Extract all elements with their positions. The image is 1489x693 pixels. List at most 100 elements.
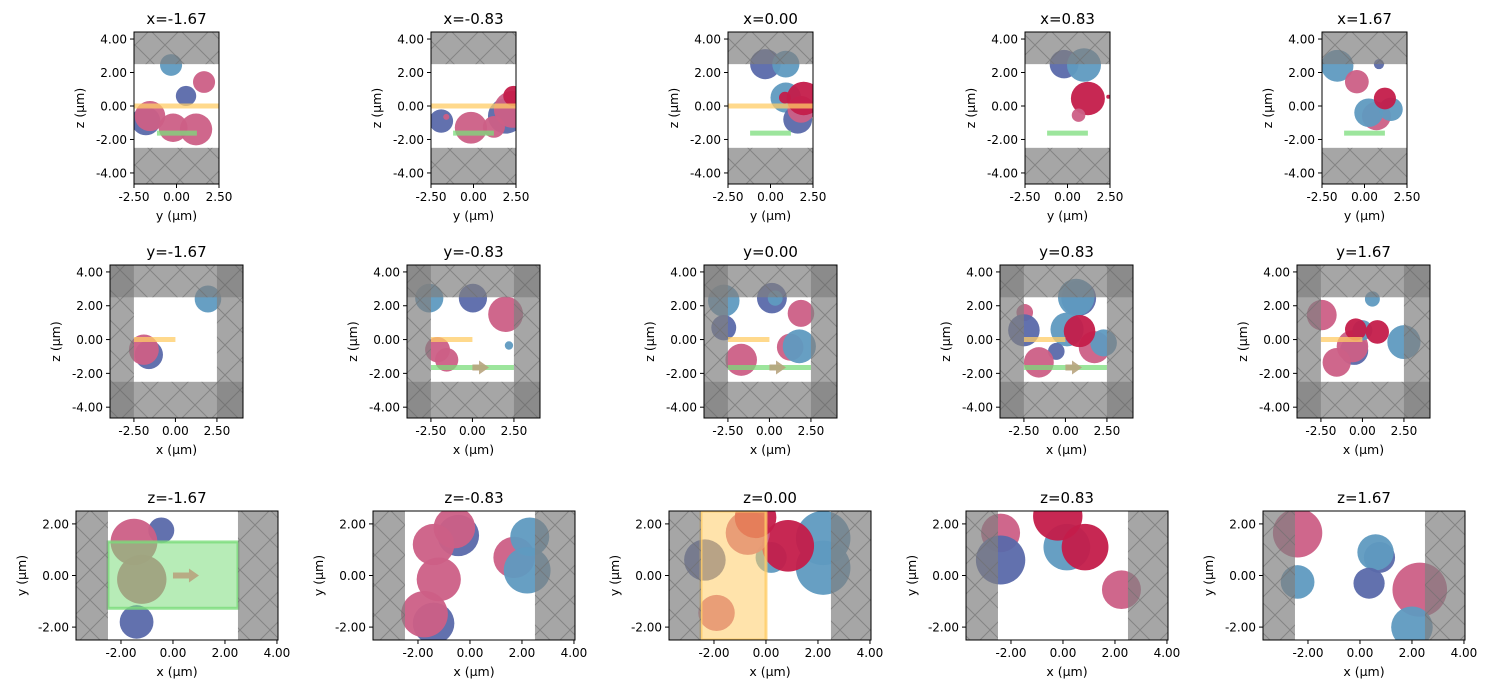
y-tick-label: -2.00 (335, 621, 366, 635)
x-tick-label: 0.00 (753, 646, 780, 660)
y-tick-label: 2.00 (991, 66, 1018, 80)
y-tick-label: -2.00 (72, 367, 103, 381)
y-axis-label: z (μm) (938, 321, 953, 361)
subplot-title: z=0.83 (1040, 489, 1094, 507)
y-tick-label: -4.00 (393, 166, 424, 180)
y-tick-label: 4.00 (966, 265, 993, 279)
pml-hatch (431, 147, 516, 184)
subplot-title: z=-0.83 (444, 489, 503, 507)
x-tick-label: 0.00 (756, 424, 783, 438)
x-axis-label: x (μm) (156, 442, 197, 457)
x-axis-label: y (μm) (453, 208, 494, 223)
structure-circle-lightblue (504, 341, 514, 350)
x-axis-label: x (μm) (453, 664, 494, 679)
x-axis-label: y (μm) (1344, 208, 1385, 223)
y-axis-label: y (μm) (311, 555, 326, 596)
x-axis-label: x (μm) (1343, 442, 1384, 457)
structure-circle-crimson (1061, 523, 1109, 571)
y-tick-label: 2.00 (932, 517, 959, 531)
structure-circle-crimson (786, 81, 813, 116)
subplot: -2.00 0.00 2.00 4.00 2.00 0.00 -2.00 x (μm) y (μ… (14, 489, 290, 679)
y-tick-label: -2.00 (928, 621, 959, 635)
x-tick-label: -2.50 (712, 190, 743, 204)
x-tick-label: 0.00 (1052, 424, 1079, 438)
x-tick-label: 0.00 (1347, 646, 1374, 660)
x-tick-label: 2.50 (206, 190, 233, 204)
pml-hatch (704, 265, 837, 298)
subplot-title: x=1.67 (1337, 10, 1392, 28)
y-tick-label: 4.00 (397, 33, 424, 47)
y-tick-label: 2.00 (694, 66, 721, 80)
x-tick-label: 4.00 (1451, 646, 1478, 660)
y-tick-label: 4.00 (694, 33, 721, 47)
subplot: -2.00 0.00 2.00 4.00 2.00 0.00 -2.00 x (μm) y (μ… (904, 489, 1180, 679)
subplot: -2.00 0.00 2.00 4.00 2.00 0.00 -2.00 x (μm) y (μ… (311, 489, 587, 679)
subplot-title: y=1.67 (1336, 243, 1391, 261)
x-tick-label: 2.50 (798, 424, 825, 438)
plot-area (1263, 511, 1465, 640)
pml-hatch (407, 265, 540, 298)
pml-hatch (830, 511, 871, 640)
subplot-title: y=0.83 (1039, 243, 1094, 261)
axes-frame (1296, 264, 1431, 419)
pml-hatch (110, 265, 134, 418)
y-axis-label: z (μm) (1260, 88, 1275, 128)
pml-hatch (431, 32, 516, 65)
x-tick-label: -2.50 (712, 424, 743, 438)
structure-circle-pink (443, 113, 450, 120)
y-tick-label: -4.00 (690, 166, 721, 180)
pml-hatch (1025, 32, 1110, 65)
x-tick-label: -2.00 (1292, 646, 1323, 660)
pml-hatch (407, 381, 540, 418)
pml-hatch (704, 265, 728, 418)
subplot-title: z=-1.67 (147, 489, 206, 507)
y-tick-label: 0.00 (966, 333, 993, 347)
pml-hatch (1297, 265, 1430, 298)
structure-circle-pink (787, 299, 815, 327)
x-tick-label: -2.50 (118, 424, 149, 438)
pml-hatch (134, 147, 219, 184)
subplot: -2.50 0.00 2.50 4.00 2.00 0.00 -2.00 -4.00 x (μm… (938, 243, 1134, 457)
pml-hatch (407, 265, 431, 418)
subplot-title: z=0.00 (743, 489, 797, 507)
structure-circle-crimson (1365, 320, 1389, 344)
y-tick-label: 4.00 (100, 33, 127, 47)
x-tick-label: 4.00 (264, 646, 291, 660)
subplot: -2.50 0.00 2.50 4.00 2.00 0.00 -2.00 -4.00 y (μm… (963, 10, 1123, 223)
subplot-title: y=-1.67 (146, 243, 206, 261)
subplot-title: x=0.83 (1040, 10, 1095, 28)
x-tick-label: 0.00 (160, 646, 187, 660)
structure-circle-blue (431, 109, 454, 133)
pml-hatch (728, 147, 813, 184)
y-tick-label: 0.00 (76, 333, 103, 347)
y-tick-label: 0.00 (635, 569, 662, 583)
plot-area (373, 511, 575, 640)
y-tick-label: 0.00 (42, 569, 69, 583)
y-tick-label: 0.00 (1263, 333, 1290, 347)
plot-area (431, 32, 516, 184)
y-tick-label: -2.00 (690, 133, 721, 147)
pml-hatch (1025, 147, 1110, 184)
structure-circle-crimson (1344, 318, 1367, 341)
y-tick-label: 0.00 (373, 333, 400, 347)
y-tick-label: -2.00 (96, 133, 127, 147)
x-tick-label: 0.00 (1054, 190, 1081, 204)
x-tick-label: -2.50 (1305, 424, 1336, 438)
subplot: -2.50 0.00 2.50 4.00 2.00 0.00 -2.00 -4.00 y (μm… (1260, 10, 1420, 223)
x-tick-label: -2.50 (1008, 424, 1039, 438)
y-tick-label: 0.00 (932, 569, 959, 583)
pml-hatch (1297, 265, 1321, 418)
x-tick-label: -2.50 (118, 190, 149, 204)
y-axis-label: z (μm) (369, 88, 384, 128)
pml-hatch (1263, 511, 1295, 640)
structure-circle-blue (175, 85, 197, 106)
structure-circle-lightblue (1354, 98, 1384, 127)
y-tick-label: -2.00 (962, 367, 993, 381)
pml-hatch (1322, 147, 1407, 184)
y-tick-label: 2.00 (966, 299, 993, 313)
y-axis-label: y (μm) (607, 555, 622, 596)
plot-area (966, 511, 1168, 640)
y-axis-label: z (μm) (1235, 321, 1250, 361)
structure-circle-crimson (1063, 315, 1096, 348)
y-tick-label: 2.00 (373, 299, 400, 313)
